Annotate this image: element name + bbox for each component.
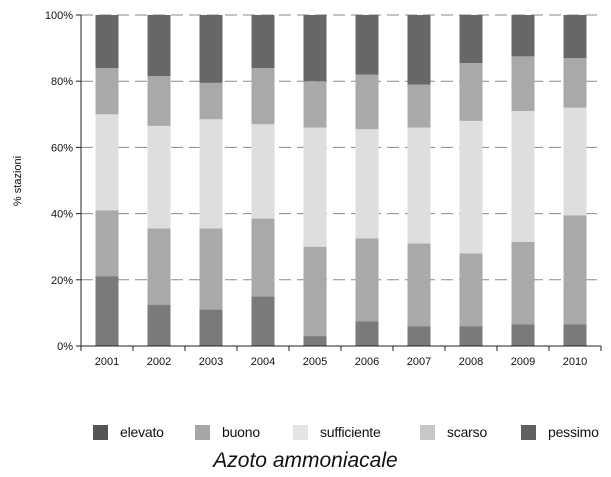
legend: elevato buono sufficiente scarso pessimo <box>0 424 611 446</box>
bar-segment-pessimo-2010 <box>563 324 587 346</box>
legend-item-sufficiente: sufficiente <box>293 424 381 440</box>
x-tick-label: 2004 <box>251 356 275 368</box>
x-tick-label: 2009 <box>511 356 535 368</box>
y-tick-label: 80% <box>51 76 73 88</box>
bar-segment-sufficiente-2005 <box>303 127 327 247</box>
bar-segment-pessimo-2008 <box>459 326 483 346</box>
bar-segment-pessimo-2009 <box>511 324 535 346</box>
legend-label-pessimo: pessimo <box>548 424 599 440</box>
legend-label-scarso: scarso <box>447 424 488 440</box>
bar-segment-scarso-2006 <box>355 238 379 322</box>
x-tick-label: 2010 <box>563 356 587 368</box>
x-tick-label: 2007 <box>407 356 431 368</box>
y-tick-label: 40% <box>51 209 73 221</box>
legend-item-elevato: elevato <box>93 424 164 440</box>
y-tick-label: 100% <box>45 10 73 22</box>
bar-segment-sufficiente-2002 <box>147 125 171 229</box>
legend-item-pessimo: pessimo <box>521 424 599 440</box>
bar-segment-pessimo-2003 <box>199 309 223 346</box>
x-tick-label: 2005 <box>303 356 327 368</box>
bar-segment-buono-2006 <box>355 74 379 130</box>
bar-segment-scarso-2010 <box>563 215 587 325</box>
bar-segment-pessimo-2004 <box>251 296 275 346</box>
y-tick-label: 60% <box>51 142 73 154</box>
bar-segment-pessimo-2002 <box>147 304 171 346</box>
x-tick-label: 2008 <box>459 356 483 368</box>
bar-segment-scarso-2004 <box>251 218 275 297</box>
legend-swatch-sufficiente <box>293 424 308 440</box>
bar-segment-pessimo-2007 <box>407 326 431 346</box>
bar-segment-elevato-2006 <box>355 15 379 75</box>
bar-segment-elevato-2010 <box>563 15 587 59</box>
x-tick-label: 2001 <box>95 356 119 368</box>
bar-segment-elevato-2004 <box>251 15 275 68</box>
bar-segment-sufficiente-2001 <box>95 114 119 211</box>
x-tick-label: 2002 <box>147 356 171 368</box>
axes <box>76 14 602 351</box>
bar-segment-elevato-2005 <box>303 15 327 82</box>
y-tick-label: 0% <box>57 341 73 353</box>
legend-item-buono: buono <box>195 424 260 440</box>
legend-label-elevato: elevato <box>120 424 164 440</box>
legend-swatch-elevato <box>93 424 108 440</box>
legend-item-scarso: scarso <box>420 424 487 440</box>
bar-segment-sufficiente-2003 <box>199 119 223 229</box>
bar-segment-sufficiente-2010 <box>563 107 587 216</box>
bar-segment-elevato-2002 <box>147 15 171 77</box>
y-tick-labels: 0% 20% 40% 60% 80% 100% <box>45 10 73 353</box>
bar-segment-buono-2005 <box>303 81 327 128</box>
y-tick-label: 20% <box>51 275 73 287</box>
legend-swatch-buono <box>195 424 210 440</box>
stacked-bar-chart: 0%20%40%60%80%100% 2001 2002 2003 2004 2005 2… <box>12 10 602 368</box>
bar-segment-scarso-2003 <box>199 228 223 310</box>
bar-segment-buono-2001 <box>95 67 119 115</box>
bar-segment-buono-2010 <box>563 58 587 108</box>
bar-segment-scarso-2009 <box>511 241 535 325</box>
bar-segment-elevato-2007 <box>407 15 431 85</box>
bar-segment-buono-2002 <box>147 76 171 126</box>
bar-segment-sufficiente-2007 <box>407 127 431 244</box>
x-tick-label: 2003 <box>199 356 223 368</box>
bar-segment-sufficiente-2006 <box>355 129 379 239</box>
bar-segment-sufficiente-2008 <box>459 120 483 254</box>
bar-segment-buono-2009 <box>511 56 535 111</box>
bar-segment-pessimo-2005 <box>303 336 327 346</box>
bar-segment-elevato-2008 <box>459 15 483 63</box>
x-tick-label: 2006 <box>355 356 379 368</box>
legend-label-sufficiente: sufficiente <box>320 424 381 440</box>
legend-label-buono: buono <box>222 424 260 440</box>
bar-segment-scarso-2002 <box>147 228 171 305</box>
bar-segment-elevato-2003 <box>199 15 223 83</box>
legend-swatch-scarso <box>420 424 435 440</box>
bars <box>95 15 587 346</box>
bar-segment-buono-2003 <box>199 82 223 120</box>
legend-swatch-pessimo <box>521 424 536 440</box>
bar-segment-buono-2004 <box>251 67 275 125</box>
bar-segment-sufficiente-2004 <box>251 124 275 219</box>
bar-segment-sufficiente-2009 <box>511 110 535 242</box>
bar-segment-scarso-2005 <box>303 246 327 337</box>
bar-segment-scarso-2001 <box>95 210 119 277</box>
bar-segment-scarso-2008 <box>459 253 483 327</box>
bar-segment-elevato-2001 <box>95 15 119 68</box>
bar-segment-buono-2007 <box>407 84 431 128</box>
bar-segment-elevato-2009 <box>511 15 535 57</box>
chart-caption: Azoto ammoniacale <box>213 449 398 472</box>
x-tick-labels: 2001 2002 2003 2004 2005 2006 2007 2008 2009 2010 <box>95 356 587 368</box>
bar-segment-pessimo-2006 <box>355 321 379 346</box>
bar-segment-scarso-2007 <box>407 243 431 327</box>
bar-segment-buono-2008 <box>459 62 483 121</box>
y-axis-label: % stazioni <box>12 156 24 206</box>
bar-segment-pessimo-2001 <box>95 276 119 346</box>
